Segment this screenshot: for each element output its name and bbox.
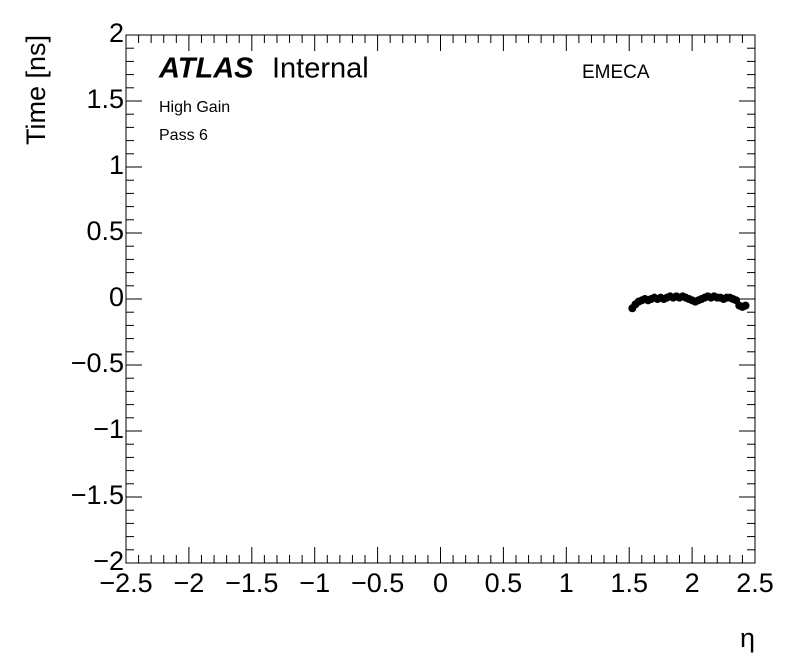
y-tick-label: −0.5 — [71, 348, 124, 378]
x-tick-label: −2 — [174, 568, 205, 598]
x-tick-label: −1.5 — [225, 568, 278, 598]
chart-title: Internal — [272, 53, 369, 85]
annotation: Pass 6 — [159, 127, 208, 144]
region-label: EMECA — [582, 62, 650, 83]
x-tick-label: 1.5 — [610, 568, 648, 598]
y-tick-label: 2 — [109, 18, 124, 48]
x-tick-label: −0.5 — [351, 568, 404, 598]
x-axis-label: η — [740, 623, 755, 653]
y-axis-label: Time [ns] — [21, 35, 51, 145]
x-tick-label: 1 — [559, 568, 574, 598]
x-tick-label: 0.5 — [485, 568, 523, 598]
x-tick-label: −1 — [299, 568, 330, 598]
x-tick-label: 0 — [433, 568, 448, 598]
y-tick-label: −2 — [93, 546, 124, 576]
y-tick-label: 1 — [109, 150, 124, 180]
y-tick-label: −1 — [93, 414, 124, 444]
annotation: High Gain — [159, 99, 230, 116]
x-tick-label: 2 — [685, 568, 700, 598]
x-tick-label: −2.5 — [99, 568, 152, 598]
y-tick-label: −1.5 — [71, 480, 124, 510]
y-tick-label: 0.5 — [86, 216, 124, 246]
y-tick-label: 0 — [109, 282, 124, 312]
x-tick-label: 2.5 — [736, 568, 774, 598]
experiment-label: ATLAS — [158, 53, 254, 85]
data-point — [741, 301, 750, 310]
y-tick-label: 1.5 — [86, 84, 124, 114]
